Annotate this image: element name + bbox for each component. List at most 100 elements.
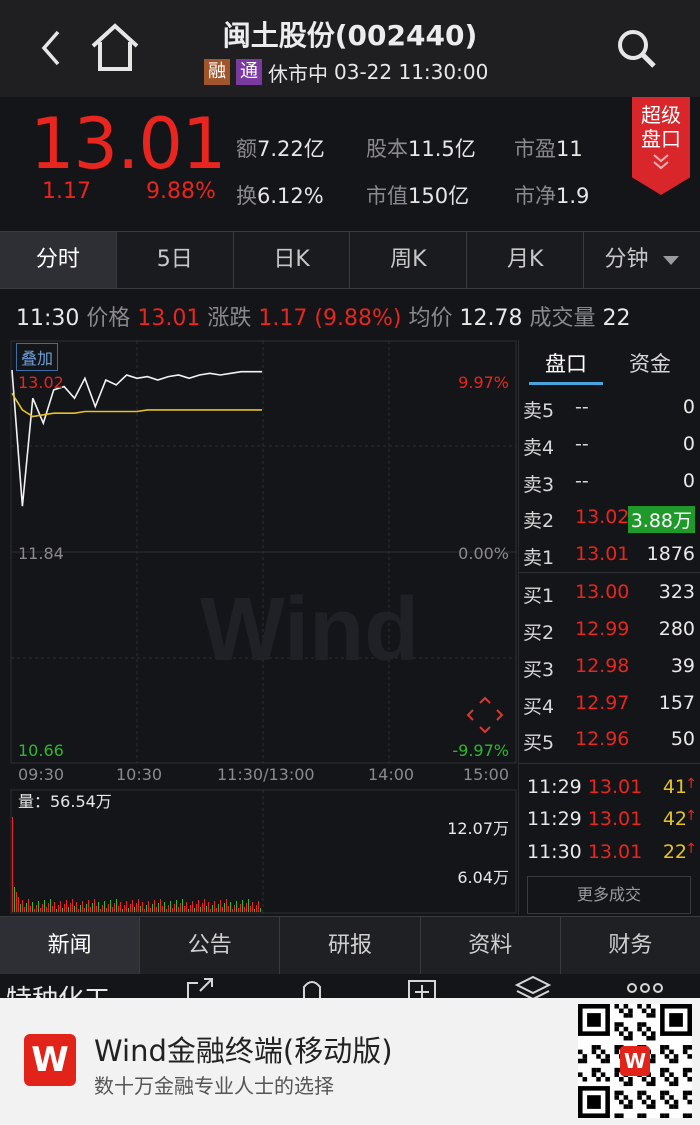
volume-bar	[30, 906, 31, 912]
volume-bar	[16, 892, 17, 912]
qr-module	[673, 1081, 679, 1087]
book-divider	[519, 572, 700, 573]
qr-module	[669, 1072, 674, 1077]
tab-intraday[interactable]: 分时	[0, 232, 117, 288]
back-icon[interactable]	[36, 28, 66, 68]
qr-module	[682, 1049, 688, 1055]
app-promo-banner[interactable]: W Wind金融终端(移动版) 数十万金融专业人士的选择 W	[0, 998, 700, 1125]
qr-module	[682, 1045, 688, 1050]
qr-module	[687, 1067, 692, 1073]
qr-module	[619, 1022, 624, 1027]
volume-bar	[68, 907, 69, 912]
intraday-chart[interactable]: Wind 叠加 13.02 11.84 10.66 9.97% 0.00% -9…	[10, 340, 517, 915]
add-icon[interactable]	[406, 977, 438, 999]
qr-module	[646, 1104, 651, 1109]
turnover-stat: 换6.12%	[236, 184, 324, 208]
super-orderbook-button[interactable]: 超级 盘口	[632, 97, 690, 195]
volume-bar	[256, 905, 257, 912]
tab-5day[interactable]: 5日	[117, 232, 234, 288]
volume-bar	[66, 900, 67, 912]
bid-level: 买5	[523, 732, 555, 754]
tab-monthly-k[interactable]: 月K	[467, 232, 585, 288]
tab-daily-k[interactable]: 日K	[234, 232, 351, 288]
bid-volume: 157	[658, 692, 695, 714]
qr-module	[637, 1026, 642, 1032]
qr-module	[660, 1067, 665, 1073]
qr-module	[614, 1004, 620, 1009]
volume-bar	[116, 899, 117, 912]
market-cap-stat: 市值150亿	[366, 184, 470, 208]
sector-label: 特种化工	[6, 979, 146, 999]
volume-bar	[160, 899, 161, 912]
tab-financials[interactable]: 财务	[608, 933, 653, 958]
market-status: 休市中	[268, 61, 328, 86]
tab-minute[interactable]: 分钟	[584, 232, 700, 288]
volume-bar	[152, 904, 153, 912]
qr-module	[582, 1054, 588, 1059]
info-vol: 22	[602, 306, 631, 331]
bid-price: 12.97	[575, 692, 630, 714]
tab-profile[interactable]: 资料	[421, 917, 561, 974]
qr-finder	[587, 1013, 601, 1027]
volume-bar	[126, 901, 127, 912]
volume-bar	[94, 899, 95, 912]
tab-weekly-k[interactable]: 周K	[350, 232, 468, 288]
home-icon[interactable]	[88, 22, 142, 74]
volume-bar	[172, 908, 173, 912]
qr-code[interactable]: W	[578, 1004, 692, 1118]
ask-row: 卖2 13.02 3.88万	[523, 500, 695, 536]
qr-module	[650, 1099, 656, 1105]
layers-icon[interactable]	[514, 975, 552, 999]
more-trades-button[interactable]: 更多成交	[527, 876, 691, 914]
tab-orderbook[interactable]: 盘口	[545, 352, 587, 376]
qr-module	[628, 1104, 633, 1109]
share-icon[interactable]	[184, 977, 216, 999]
bid-price: 12.99	[575, 618, 630, 640]
info-avg-label: 均价	[408, 306, 453, 331]
qr-module	[637, 1095, 642, 1100]
price-mid-label: 11.84	[18, 544, 64, 563]
qr-module	[660, 1090, 665, 1096]
trade-volume: 41	[662, 776, 687, 798]
volume-tick-high: 12.07万	[447, 819, 509, 838]
ask-row: 卖1 13.01 1876	[523, 537, 695, 573]
move-icon[interactable]	[466, 696, 504, 734]
volume-bar	[138, 899, 139, 912]
bid-volume: 323	[658, 581, 695, 603]
qr-module	[660, 1049, 665, 1055]
volume-bar	[254, 909, 255, 912]
promo-title: Wind金融终端(移动版)	[94, 1034, 393, 1068]
volume-bar	[212, 905, 213, 912]
tab-capital-flow[interactable]: 资金	[629, 352, 671, 376]
volume-bar	[230, 902, 231, 912]
trade-time: 11:30	[527, 841, 582, 863]
qr-module	[641, 1022, 647, 1027]
qr-module	[650, 1081, 656, 1087]
volume-bar	[106, 908, 107, 912]
tab-research[interactable]: 研报	[280, 917, 421, 974]
qr-module	[687, 1076, 692, 1082]
tab-announcements[interactable]: 公告	[140, 917, 281, 974]
qr-module	[578, 1058, 583, 1064]
overlay-button[interactable]: 叠加	[16, 343, 59, 371]
volume-bar	[242, 900, 243, 912]
more-icon[interactable]	[626, 981, 664, 995]
tab-news[interactable]: 新闻	[0, 917, 141, 974]
volume-bar	[92, 903, 93, 912]
qr-module	[669, 1095, 674, 1100]
qr-module	[628, 1031, 633, 1036]
volume-bar	[206, 906, 207, 912]
ask-level: 卖1	[523, 547, 555, 569]
qr-module	[596, 1054, 601, 1059]
time-label-1500: 15:00	[462, 765, 509, 784]
alert-icon[interactable]	[296, 977, 328, 999]
qr-module	[646, 1095, 651, 1100]
volume-bar	[210, 909, 211, 912]
qr-module	[637, 1113, 642, 1118]
volume-bar	[164, 902, 165, 912]
qr-module	[628, 1076, 633, 1082]
search-icon[interactable]	[614, 26, 660, 72]
volume-bar	[134, 907, 135, 912]
volume-bar	[204, 899, 205, 912]
qr-module	[641, 1031, 647, 1036]
